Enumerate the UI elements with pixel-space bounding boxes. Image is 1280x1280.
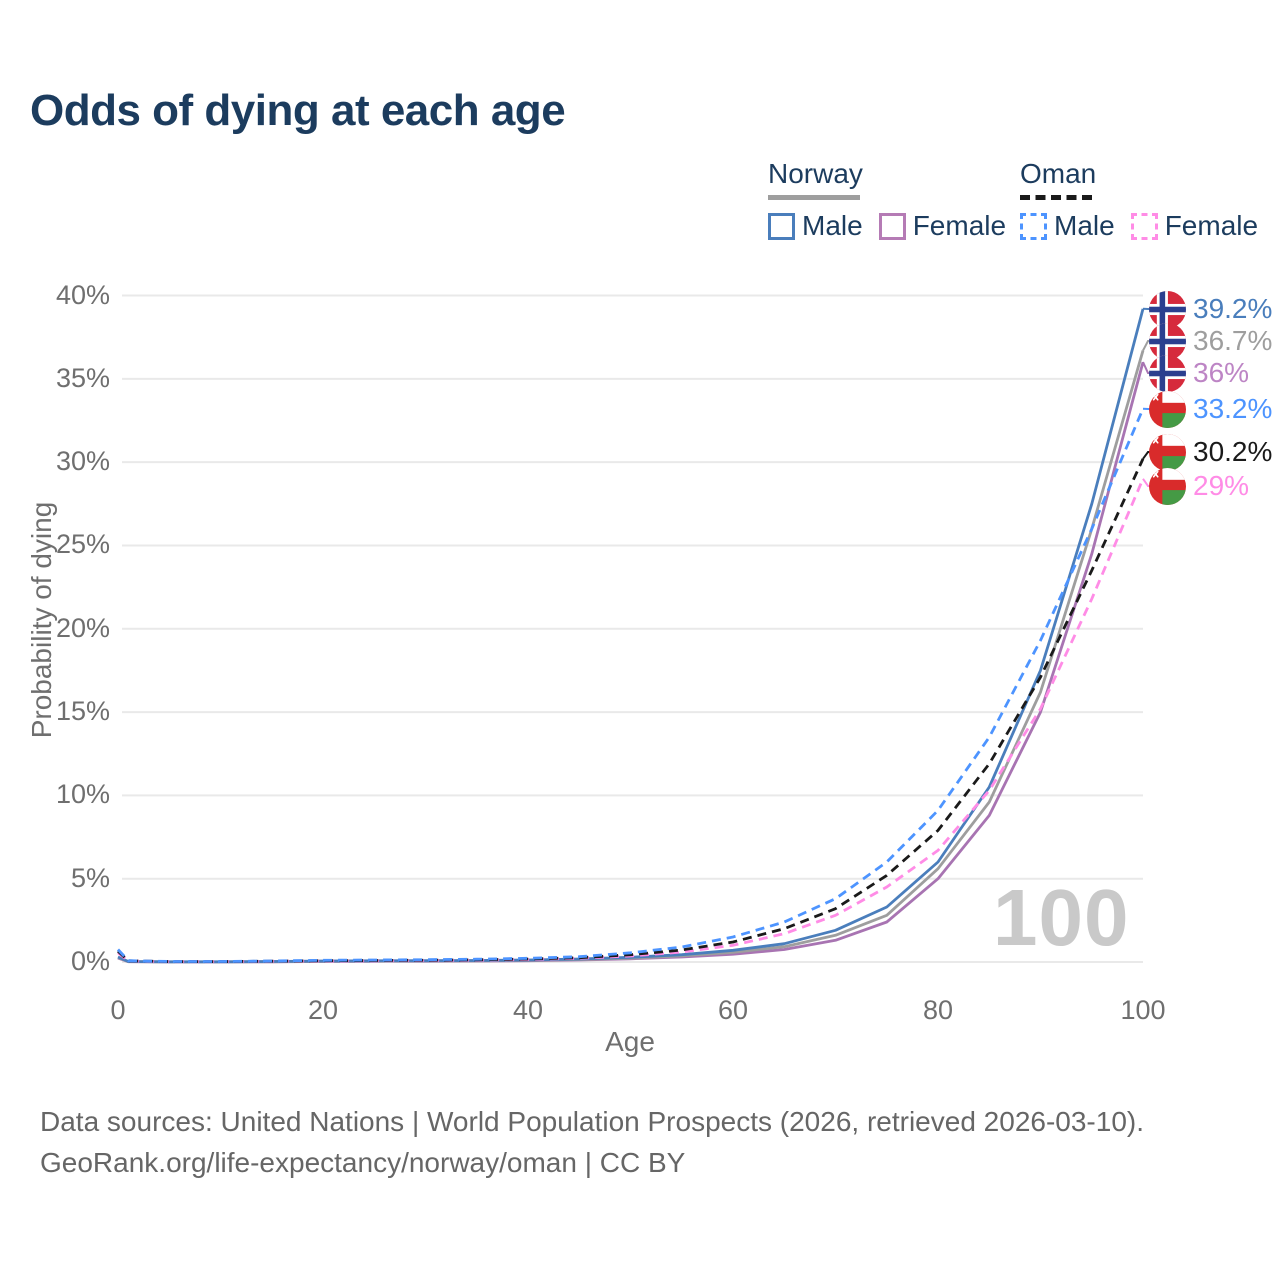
- y-tick-label-40%: 40%: [55, 279, 110, 310]
- end-label-oman-both-sexes: 30.2%: [1149, 433, 1272, 471]
- end-label-norway-male: 39.2%: [1149, 290, 1272, 328]
- legend-oman-items: Male Female: [1020, 210, 1274, 242]
- norway-male-checkbox[interactable]: [768, 212, 795, 240]
- oman-male-label: Male: [1054, 210, 1115, 241]
- end-label-oman-female: 29%: [1149, 467, 1249, 505]
- x-tick-label-60: 60: [717, 995, 749, 1025]
- series-line-norway-both-sexes: [117, 350, 1145, 964]
- norway-female-label: Female: [912, 210, 1007, 241]
- oman-male-checkbox[interactable]: [1020, 212, 1047, 240]
- oman-female-checkbox[interactable]: [1130, 212, 1158, 240]
- oman-flag-icon: [1149, 434, 1186, 471]
- series-line-oman-both-sexes: [117, 458, 1145, 963]
- legend-country-norway: Norway: [768, 158, 863, 189]
- legend-group-oman: Oman Male Female: [1020, 158, 1274, 242]
- year-watermark: 100: [993, 873, 1130, 962]
- legend-norway-line-swatch: [768, 195, 860, 200]
- oman-flag-icon: [1149, 468, 1186, 505]
- norway-male-label: Male: [802, 210, 863, 241]
- end-value-norway-male: 39.2%: [1193, 293, 1273, 324]
- y-tick-label-5%: 5%: [70, 862, 110, 893]
- page-title: Odds of dying at each age: [30, 86, 566, 135]
- end-value-norway-both-sexes: 36.7%: [1193, 325, 1273, 356]
- end-label-norway-both-sexes: 36.7%: [1149, 322, 1272, 360]
- x-tick-label-20: 20: [307, 995, 339, 1025]
- x-tick-label-40: 40: [512, 995, 544, 1025]
- oman-flag-icon: [1149, 391, 1186, 428]
- x-tick-label-80: 80: [922, 995, 954, 1025]
- end-value-oman-male: 33.2%: [1193, 393, 1273, 424]
- series-line-oman-female: [117, 478, 1145, 964]
- series-line-norway-male: [117, 308, 1145, 964]
- y-tick-label-10%: 10%: [55, 779, 110, 810]
- legend-oman-line-swatch: [1020, 195, 1092, 200]
- y-tick-label-0%: 0%: [70, 946, 110, 976]
- x-tick-label-0: 0: [110, 995, 126, 1025]
- norway-flag-icon: [1149, 355, 1186, 392]
- end-label-norway-female: 36%: [1149, 354, 1249, 392]
- end-value-oman-female: 29%: [1193, 470, 1250, 501]
- end-label-oman-male: 33.2%: [1149, 390, 1272, 428]
- oman-female-label: Female: [1164, 210, 1259, 241]
- end-value-oman-both-sexes: 30.2%: [1193, 436, 1273, 467]
- norway-female-checkbox[interactable]: [878, 212, 906, 240]
- y-tick-label-30%: 30%: [55, 446, 110, 477]
- series-line-norway-female: [117, 361, 1145, 964]
- y-tick-label-15%: 15%: [55, 696, 110, 727]
- x-axis-title: Age: [605, 1026, 655, 1057]
- footer-attribution[interactable]: GeoRank.org/life-expectancy/norway/oman …: [40, 1147, 686, 1178]
- legend-group-norway: Norway Male Female: [768, 158, 1022, 242]
- x-tick-label-100: 100: [1120, 995, 1166, 1025]
- y-tick-label-25%: 25%: [55, 529, 110, 560]
- footer-data-sources: Data sources: United Nations | World Pop…: [40, 1106, 1145, 1137]
- legend-country-oman: Oman: [1020, 158, 1097, 189]
- end-value-norway-female: 36%: [1193, 357, 1250, 388]
- legend-norway-items: Male Female: [768, 210, 1022, 242]
- y-tick-label-35%: 35%: [55, 362, 110, 393]
- y-tick-label-20%: 20%: [55, 612, 110, 643]
